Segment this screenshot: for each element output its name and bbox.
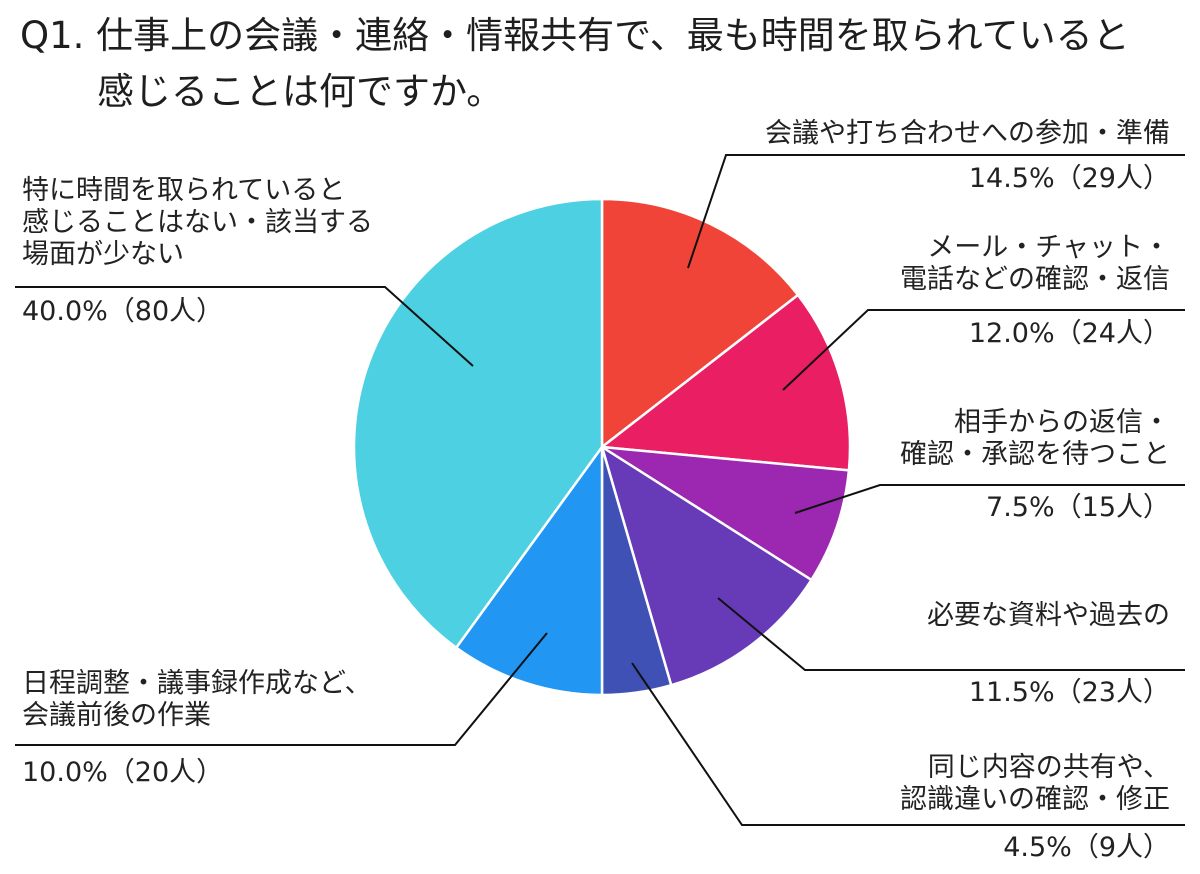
slice-value-scheduling: 10.0%（20人） [22, 757, 224, 788]
leader-line-waiting-reply [794, 484, 1185, 514]
slice-value-none: 40.0%（80人） [22, 296, 224, 327]
slice-value-meeting: 14.5%（29人） [968, 163, 1170, 194]
chart-title-line-2: 感じることは何ですか。 [97, 70, 504, 113]
leader-line-email-chat [782, 309, 1185, 391]
slice-label-email-chat: メール・チャット・ 電話などの確認・返信 [900, 232, 1170, 296]
slice-value-share-correct: 4.5%（9人） [1003, 832, 1170, 863]
slice-label-none: 特に時間を取られていると 感じることはない・該当する 場面が少ない [22, 175, 373, 271]
slice-label-line: 会議や打ち合わせへの参加・準備 [765, 118, 1170, 149]
slice-label-waiting-reply: 相手からの返信・ 確認・承認を待つこと [900, 407, 1170, 471]
slice-label-line: 場面が少ない [22, 239, 184, 270]
slice-label-line: 同じ内容の共有や、 [927, 752, 1170, 783]
pie-slice-scheduling [454, 443, 604, 697]
slice-label-line: 電話などの確認・返信 [900, 264, 1170, 295]
slice-label-line: 認識違いの確認・修正 [900, 784, 1170, 815]
slice-label-share-correct: 同じ内容の共有や、 認識違いの確認・修正 [900, 752, 1170, 816]
slice-value-email-chat: 12.0%（24人） [968, 318, 1170, 349]
slice-label-line: メール・チャット・ [927, 232, 1170, 263]
leader-line-search-docs [717, 597, 1185, 671]
pie-slice-meeting [600, 197, 800, 450]
leader-line-share-correct [631, 662, 1185, 826]
slice-label-line: 確認・承認を待つこと [900, 439, 1170, 470]
slice-label-line: 日程調整・議事録作成など、 [22, 668, 372, 699]
pie-slice-waiting-reply [601, 445, 851, 582]
slice-value-waiting-reply: 7.5%（15人） [986, 492, 1170, 523]
pie-slice-none [352, 197, 604, 650]
slice-label-line: 相手からの返信・ [954, 407, 1170, 438]
leader-lines [15, 154, 1185, 826]
slice-label-scheduling: 日程調整・議事録作成など、 会議前後の作業 [22, 668, 372, 732]
leader-line-none [15, 286, 474, 367]
slice-label-line: 必要な資料や過去の [927, 600, 1170, 631]
slice-label-line: 会議前後の作業 [22, 700, 211, 731]
chart-title-line-1: Q1. 仕事上の会議・連絡・情報共有で、最も時間を取られていると [20, 14, 1130, 57]
leader-line-meeting [687, 154, 1185, 269]
slice-label-line: 感じることはない・該当する [22, 207, 373, 238]
leader-line-scheduling [15, 632, 548, 746]
slice-label-line: 特に時間を取られていると [22, 175, 346, 206]
slice-label-search-docs: 必要な資料や過去の [927, 600, 1170, 632]
pie-slices [352, 197, 852, 697]
pie-slice-email-chat [598, 293, 852, 472]
slice-label-meeting: 会議や打ち合わせへの参加・準備 [765, 118, 1170, 150]
slice-value-search-docs: 11.5%（23人） [968, 677, 1170, 708]
